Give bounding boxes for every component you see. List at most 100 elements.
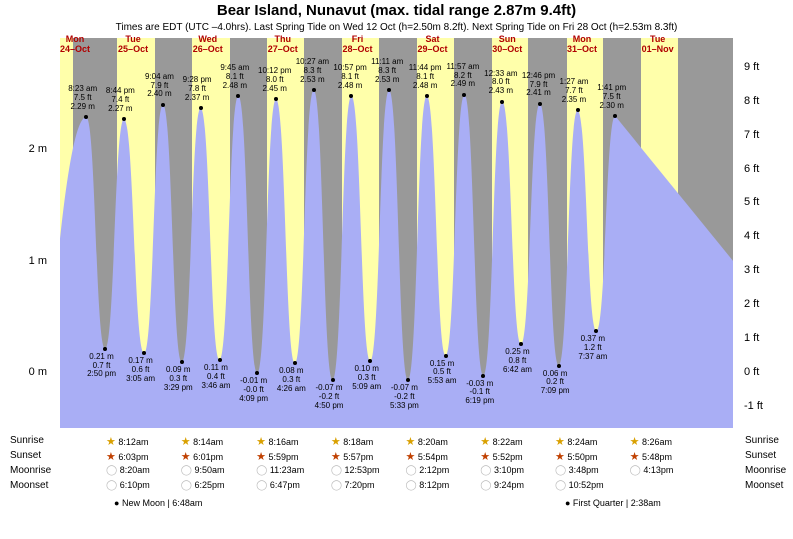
tide-point xyxy=(331,378,335,382)
moonrise-row-time: ◯ 11:23am xyxy=(256,465,326,476)
sunrise-row-time: ★ 8:22am xyxy=(480,435,550,448)
sunset-icon: ★ xyxy=(256,451,266,463)
sunset-row-time: ★ 5:52pm xyxy=(480,450,550,463)
sunset-icon: ★ xyxy=(406,451,416,463)
sunset-row-time: ★ 6:03pm xyxy=(106,450,176,463)
moonset-row-time: ◯ 9:24pm xyxy=(480,480,550,491)
high-tide-label: 11:11 am8.3 ft2.53 m xyxy=(371,58,403,84)
sunset-label-left: Sunset xyxy=(10,450,41,461)
tide-point xyxy=(236,94,240,98)
low-tide-label: 0.09 m0.3 ft3:29 pm xyxy=(164,366,193,392)
moonset-row-time: ◯ 6:25pm xyxy=(181,480,251,491)
sunrise-icon: ★ xyxy=(106,436,116,448)
low-tide-label: -0.07 m-0.2 ft4:50 pm xyxy=(315,384,344,410)
sunrise-icon: ★ xyxy=(480,436,490,448)
sunset-label-right: Sunset xyxy=(745,450,776,461)
moonrise-row-time: ◯ 3:10pm xyxy=(480,465,550,476)
moonrise-label-left: Moonrise xyxy=(10,465,51,476)
sunrise-row-time: ★ 8:24am xyxy=(555,435,625,448)
y-tick-m: 2 m xyxy=(29,143,47,155)
sunset-icon: ★ xyxy=(331,451,341,463)
tide-point xyxy=(594,329,598,333)
y-axis-left: 0 m 1 m 2 m xyxy=(0,38,55,428)
sunset-icon: ★ xyxy=(480,451,490,463)
sunset-row-time: ★ 5:54pm xyxy=(406,450,476,463)
low-tide-label: 0.37 m1.2 ft7:37 am xyxy=(578,335,607,361)
y-tick-m: 1 m xyxy=(29,255,47,267)
tide-point xyxy=(293,361,297,365)
low-tide-label: 0.15 m0.5 ft5:53 am xyxy=(428,360,457,386)
y-tick-m: 0 m xyxy=(29,366,47,378)
sunset-row-time: ★ 5:59pm xyxy=(256,450,326,463)
moonrise-icon: ◯ xyxy=(181,465,192,476)
moonrise-row-time: ◯ 2:12pm xyxy=(406,465,476,476)
tide-point xyxy=(312,88,316,92)
chart-title: Bear Island, Nunavut (max. tidal range 2… xyxy=(0,2,793,19)
high-tide-label: 1:41 pm7.5 ft2.30 m xyxy=(597,84,626,110)
low-tide-label: 0.25 m0.8 ft6:42 am xyxy=(503,348,532,374)
high-tide-label: 12:33 am8.0 ft2.43 m xyxy=(484,70,517,96)
tide-point xyxy=(576,108,580,112)
moonset-icon: ◯ xyxy=(406,480,417,491)
tide-point xyxy=(84,115,88,119)
sunset-row-time: ★ 5:50pm xyxy=(555,450,625,463)
y-tick-ft: 4 ft xyxy=(744,230,759,242)
moon-phase-label: ● First Quarter | 2:38am xyxy=(565,498,661,508)
sunrise-icon: ★ xyxy=(630,436,640,448)
high-tide-label: 8:23 am7.5 ft2.29 m xyxy=(68,85,97,111)
high-tide-label: 1:27 am7.7 ft2.35 m xyxy=(560,78,589,104)
tide-point xyxy=(613,114,617,118)
y-tick-ft: 1 ft xyxy=(744,332,759,344)
high-tide-label: 10:27 am8.3 ft2.53 m xyxy=(296,58,329,84)
high-tide-label: 9:28 pm7.8 ft2.37 m xyxy=(183,76,212,102)
high-tide-label: 11:44 pm8.1 ft2.48 m xyxy=(409,64,442,90)
tide-point xyxy=(538,102,542,106)
moonset-row-time: ◯ 6:10pm xyxy=(106,480,176,491)
sunset-row-time: ★ 5:57pm xyxy=(331,450,401,463)
tide-point xyxy=(180,360,184,364)
moonset-icon: ◯ xyxy=(555,480,566,491)
moonset-label-left: Moonset xyxy=(10,480,48,491)
sunrise-row-time: ★ 8:16am xyxy=(256,435,326,448)
tide-point xyxy=(199,106,203,110)
tide-point xyxy=(255,371,259,375)
moon-phase-label: ● New Moon | 6:48am xyxy=(114,498,202,508)
y-tick-ft: 2 ft xyxy=(744,298,759,310)
sunrise-label-right: Sunrise xyxy=(745,435,779,446)
sunrise-row-time: ★ 8:20am xyxy=(406,435,476,448)
moonrise-row-time: ◯ 4:13pm xyxy=(630,465,700,476)
sunset-icon: ★ xyxy=(181,451,191,463)
tide-point xyxy=(425,94,429,98)
moonset-icon: ◯ xyxy=(331,480,342,491)
high-tide-label: 11:57 am8.2 ft2.49 m xyxy=(446,63,479,89)
moonrise-row-time: ◯ 3:48pm xyxy=(555,465,625,476)
moonset-icon: ◯ xyxy=(256,480,267,491)
sunset-row-time: ★ 5:48pm xyxy=(630,450,700,463)
tide-point xyxy=(274,97,278,101)
tide-point xyxy=(557,364,561,368)
tide-point xyxy=(349,94,353,98)
tide-point xyxy=(500,100,504,104)
high-tide-label: 9:45 am8.1 ft2.48 m xyxy=(220,64,249,90)
y-tick-ft: 0 ft xyxy=(744,366,759,378)
tide-point xyxy=(218,358,222,362)
high-tide-label: 10:57 pm8.1 ft2.48 m xyxy=(333,64,366,90)
plot-area: Mon24–OctTue25–OctWed26–OctThu27–OctFri2… xyxy=(60,38,733,428)
low-tide-label: 0.11 m0.4 ft3:46 am xyxy=(202,364,231,390)
moonrise-icon: ◯ xyxy=(106,465,117,476)
low-tide-label: 0.17 m0.6 ft3:05 am xyxy=(126,357,155,383)
sunrise-icon: ★ xyxy=(406,436,416,448)
moonset-label-right: Moonset xyxy=(745,480,783,491)
sunrise-row-time: ★ 8:14am xyxy=(181,435,251,448)
sunrise-label-left: Sunrise xyxy=(10,435,44,446)
moonrise-icon: ◯ xyxy=(331,465,342,476)
sunrise-row-time: ★ 8:26am xyxy=(630,435,700,448)
moonrise-icon: ◯ xyxy=(406,465,417,476)
high-tide-label: 8:44 pm7.4 ft2.27 m xyxy=(106,87,135,113)
moonset-icon: ◯ xyxy=(106,480,117,491)
moonrise-icon: ◯ xyxy=(555,465,566,476)
sunrise-row-time: ★ 8:12am xyxy=(106,435,176,448)
moonrise-icon: ◯ xyxy=(630,465,641,476)
high-tide-label: 10:12 pm8.0 ft2.45 m xyxy=(258,67,291,93)
y-tick-ft: 5 ft xyxy=(744,196,759,208)
